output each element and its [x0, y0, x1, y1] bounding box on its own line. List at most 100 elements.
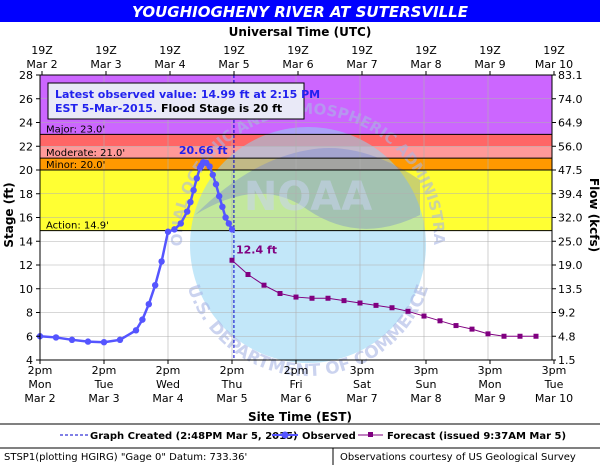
noaa-logo-text: NOAA	[244, 174, 372, 220]
top-tick-date: Mar 8	[410, 58, 441, 71]
top-tick-date: Mar 5	[218, 58, 249, 71]
bottom-tick-day: Sat	[353, 378, 372, 391]
observed-point	[158, 258, 165, 265]
legend-forecast-label: Forecast (issued 9:37AM Mar 5)	[387, 431, 566, 442]
left-tick-label: 26	[19, 93, 33, 106]
bottom-tick-date: Mar 3	[88, 392, 119, 405]
left-axis-title: Stage (ft)	[2, 182, 16, 247]
legend: Graph Created (2:48PM Mar 5, 2015) Obser…	[60, 431, 566, 442]
observed-point	[184, 208, 191, 215]
footer-credit-text: Observations courtesy of US Geological S…	[340, 452, 576, 463]
threshold-label-major: Major: 23.0'	[46, 124, 105, 135]
forecast-point	[293, 294, 299, 300]
observed-series	[36, 158, 236, 346]
bottom-tick-day: Tue	[94, 378, 114, 391]
top-tick-date: Mar 2	[26, 58, 57, 71]
peak-value-label: 20.66 ft	[179, 144, 228, 157]
top-tick-hour: 19Z	[415, 44, 437, 57]
bottom-tick-day: Fri	[289, 378, 302, 391]
forecast-point	[517, 333, 523, 339]
legend-forecast-marker	[368, 432, 373, 437]
point-labels: 20.66 ft 12.4 ft	[179, 144, 277, 256]
bottom-tick-time: 3pm	[478, 364, 503, 377]
right-tick-label: 32.0	[558, 212, 583, 225]
observed-point	[139, 316, 146, 323]
forecast-point	[277, 291, 283, 296]
observed-point	[84, 338, 92, 345]
observed-point	[177, 220, 184, 227]
right-tick-label: 83.1	[558, 69, 583, 82]
info-box: Latest observed value: 14.99 ft at 2:15 …	[47, 82, 320, 120]
right-tick-label: 1.5	[558, 354, 576, 367]
left-tick-label: 10	[19, 283, 33, 296]
bottom-tick-time: 2pm	[156, 364, 181, 377]
info-box-line1: Latest observed value: 14.99 ft at 2:15 …	[55, 88, 320, 101]
observed-point	[187, 198, 194, 206]
right-tick-label: 39.4	[558, 188, 583, 201]
forecast-point	[357, 300, 363, 306]
right-tick-label: 13.5	[558, 283, 583, 296]
observed-point	[222, 214, 229, 221]
forecast-point	[533, 333, 539, 339]
right-tick-label: 25.0	[558, 235, 583, 248]
forecast-point	[421, 313, 427, 319]
observed-point	[132, 327, 140, 334]
threshold-labels: Major: 23.0' Moderate: 21.0'Minor: 20.0' A…	[46, 124, 125, 231]
forecast-series	[229, 257, 539, 339]
top-tick-date: Mar 9	[474, 58, 505, 71]
bottom-tick-day: Sun	[416, 378, 437, 391]
forecast-point	[453, 323, 459, 329]
forecast-point	[261, 282, 267, 288]
bottom-tick-time: 3pm	[542, 364, 567, 377]
top-tick-date: Mar 6	[282, 58, 313, 71]
top-tick-date: Mar 10	[535, 58, 573, 71]
footer-datum-text: STSP1(plotting HGIRG) "Gage 0" Datum: 73…	[4, 452, 247, 463]
chart-title: YOUGHIOGHENY RIVER AT SUTERSVILLE	[132, 3, 469, 21]
left-tick-label: 6	[26, 330, 33, 343]
forecast-point	[485, 331, 491, 337]
observed-point	[209, 171, 216, 178]
bottom-tick-date: Mar 2	[24, 392, 55, 405]
top-tick-hour: 19Z	[479, 44, 501, 57]
right-tick-label: 64.9	[558, 117, 583, 130]
left-tick-label: 22	[19, 140, 33, 153]
forecast-line	[231, 259, 536, 337]
right-tick-label: 19.0	[558, 259, 583, 272]
bottom-tick-date: Mar 8	[410, 392, 441, 405]
top-tick-hour: 19Z	[287, 44, 309, 57]
top-tick-hour: 19Z	[31, 44, 53, 57]
threshold-label-minor: Minor: 20.0'	[46, 160, 105, 171]
legend-observed-label: Observed	[302, 431, 356, 442]
legend-graph-created-label: Graph Created (2:48PM Mar 5, 2015)	[90, 431, 298, 442]
right-tick-label: 4.8	[558, 330, 576, 343]
observed-point	[219, 203, 226, 211]
observed-point	[225, 220, 232, 227]
top-tick-hour: 19Z	[543, 44, 565, 57]
forecast-start-label: 12.4 ft	[236, 243, 277, 256]
forecast-point	[325, 295, 331, 301]
right-tick-label: 74.0	[558, 93, 583, 106]
top-tick-date: Mar 4	[154, 58, 185, 71]
threshold-lines	[40, 133, 552, 232]
bottom-tick-time: 2pm	[92, 364, 117, 377]
info-box-line2-date: EST 5-Mar-2015.	[55, 102, 157, 115]
top-tick-date: Mar 3	[90, 58, 121, 71]
left-tick-label: 24	[19, 117, 33, 130]
legend-observed-marker	[281, 431, 289, 439]
top-axis-title: Universal Time (UTC)	[229, 25, 372, 39]
info-box-line2-flood: Flood Stage is 20 ft	[157, 102, 282, 115]
bottom-tick-time: 2pm	[284, 364, 309, 377]
observed-point	[216, 192, 223, 200]
bottom-tick-day: Tue	[544, 378, 564, 391]
bottom-tick-day: Thu	[221, 378, 243, 391]
bottom-tick-time: 2pm	[28, 364, 53, 377]
noaa-bird-shape	[195, 148, 420, 229]
bottom-tick-date: Mar 5	[216, 392, 247, 405]
forecast-point	[469, 326, 475, 332]
forecast-point	[437, 318, 443, 324]
observed-point	[52, 334, 60, 341]
right-tick-label: 9.2	[558, 307, 576, 320]
